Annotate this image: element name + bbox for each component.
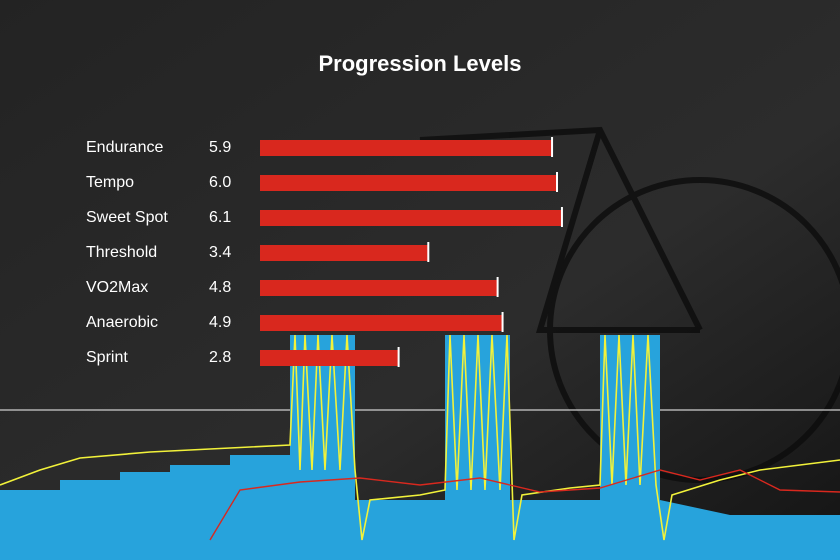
bar	[260, 315, 503, 331]
bar	[260, 210, 562, 226]
bar	[260, 280, 498, 296]
category-label: Endurance	[86, 139, 163, 156]
bar	[260, 350, 399, 366]
value-label: 3.4	[209, 244, 231, 261]
category-label: Sweet Spot	[86, 209, 168, 226]
category-label: Tempo	[86, 174, 134, 191]
value-label: 2.8	[209, 349, 231, 366]
bar	[260, 140, 553, 156]
category-label: VO2Max	[86, 279, 148, 296]
category-label: Anaerobic	[86, 314, 158, 331]
value-label: 6.1	[209, 209, 231, 226]
value-label: 6.0	[209, 174, 231, 191]
value-label: 4.9	[209, 314, 231, 331]
value-label: 5.9	[209, 139, 231, 156]
bar	[260, 245, 429, 261]
decor-workout	[0, 334, 840, 560]
chart-title: Progression Levels	[319, 51, 522, 76]
category-label: Threshold	[86, 244, 157, 261]
category-label: Sprint	[86, 349, 128, 366]
bar	[260, 175, 557, 191]
value-label: 4.8	[209, 279, 231, 296]
